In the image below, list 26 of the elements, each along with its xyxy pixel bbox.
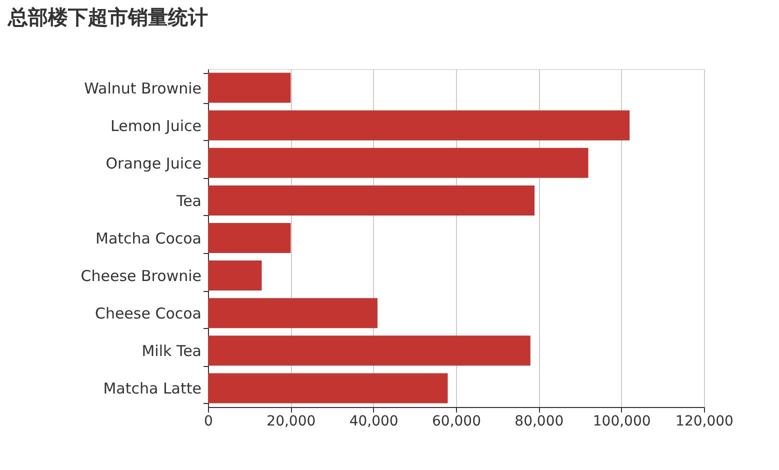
x-tick-label: 40,000: [349, 414, 398, 430]
x-tick-label: 80,000: [514, 414, 564, 430]
y-tick-label: Matcha Latte: [103, 380, 202, 398]
y-tick-label: Cheese Brownie: [80, 267, 202, 286]
bar: [208, 298, 378, 328]
y-tick-label: Lemon Juice: [110, 116, 202, 135]
bar: [208, 110, 630, 140]
bar: [208, 336, 530, 366]
y-tick-label: Milk Tea: [142, 342, 202, 360]
x-tick-label: 20,000: [266, 414, 316, 430]
bar: [208, 72, 291, 103]
x-tick-label: 60,000: [432, 414, 481, 430]
chart-title: 总部楼下超市销量统计: [7, 5, 208, 29]
x-tick-label: 0: [204, 414, 213, 430]
y-tick-label: Orange Juice: [106, 154, 202, 172]
bar: [208, 148, 588, 178]
x-tick-label: 100,000: [592, 414, 651, 430]
x-tick-label: 120,000: [676, 414, 734, 430]
bar: [208, 373, 448, 404]
y-tick-label: Cheese Cocoa: [94, 304, 202, 323]
bar: [208, 223, 291, 253]
y-tick-label: Walnut Brownie: [84, 79, 202, 98]
y-tick-label: Tea: [175, 192, 202, 210]
y-tick-label: Matcha Cocoa: [96, 230, 202, 248]
bar: [208, 185, 535, 216]
bar: [208, 260, 262, 291]
